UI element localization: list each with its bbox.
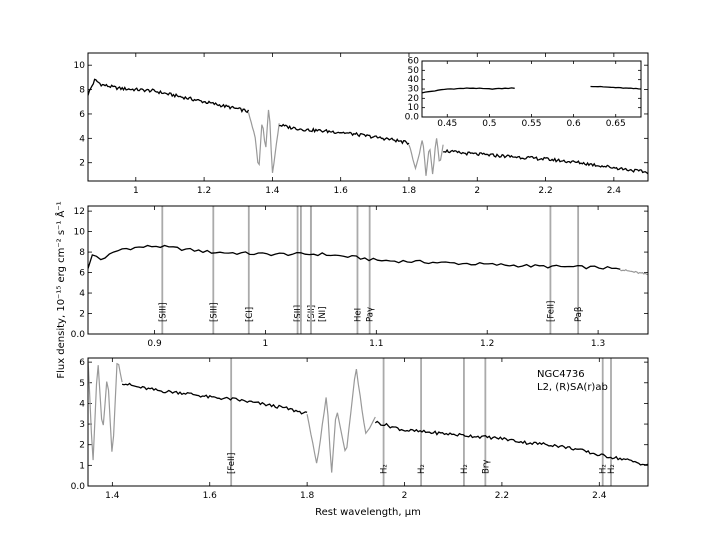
panel3-y-tick-label: 2: [79, 441, 85, 451]
panel1-x-tick-label: 2.2: [538, 186, 552, 196]
panel1-series-masked: [408, 138, 444, 176]
panel2-y-tick-label: 4: [79, 289, 85, 299]
panel2-y-tick-label: 0.0: [71, 330, 86, 340]
panel2-emission-line-label: [CI]: [245, 307, 255, 322]
inset-x-tick-label: 0.6: [566, 119, 581, 129]
panel1-y-tick-label: 10: [74, 61, 86, 71]
panel1-x-tick-label: 1.6: [334, 186, 349, 196]
panel3-x-tick-label: 1.8: [300, 491, 315, 501]
panel3-emission-line-label: H₂: [417, 464, 427, 474]
inset-y-tick-label: 60: [408, 57, 420, 67]
panel3-emission-line-label: Brγ: [481, 460, 491, 474]
panel3-x-tick-label: 2.4: [592, 491, 607, 501]
panel1-y-tick-label: 2: [79, 159, 85, 169]
panel2-emission-line-label: Paβ: [574, 307, 584, 322]
panel2-y-tick-label: 2: [79, 310, 85, 320]
panel2-y-tick-label: 8: [79, 248, 85, 258]
panel1-series-masked: [247, 109, 280, 173]
panel2-emission-line-label: [SII]: [294, 305, 304, 322]
panel1-x-tick-label: 1.2: [197, 186, 211, 196]
panel3-y-tick-label: 4: [79, 399, 85, 409]
panel3-x-tick-label: 1.6: [203, 491, 218, 501]
panel3-y-tick-label: 1: [79, 461, 85, 471]
panel3-y-tick-label: 3: [79, 420, 85, 430]
inset-x-tick-label: 0.45: [437, 119, 457, 129]
panel2-x-tick-label: 1.2: [480, 339, 494, 349]
panel3-x-tick-label: 1.4: [105, 491, 120, 501]
inset-y-tick-label: 40: [408, 75, 420, 85]
panel2-y-tick-label: 12: [74, 207, 85, 217]
panel-1: 1 1.2 1.4 1.6 1.8 2 2.2 2.4 2 4 6 8 10 0.45 0.5 0.55 0.6…: [74, 52, 649, 196]
panel1-series-good: [279, 123, 410, 146]
inset-x-tick-label: 0.5: [482, 119, 496, 129]
inset-x-tick-label: 0.65: [606, 119, 626, 129]
panel2-x-tick-label: 1.3: [591, 339, 605, 349]
panel3-y-tick-label: 6: [79, 358, 85, 368]
panel-2: 0.9 1 1.1 1.2 1.3 0.0 2 4 6 8 10 12 [SIII] [SIII] [CI]…: [71, 205, 649, 349]
panel1-y-tick-label: 8: [79, 86, 85, 96]
panel2-plot-area: [88, 206, 648, 334]
panel2-series-good: [88, 244, 621, 270]
panel1-x-tick-label: 2: [474, 186, 480, 196]
panel3-series-masked: [88, 358, 123, 461]
inset-y-tick-label: 50: [408, 66, 420, 76]
panel2-frame: [87, 205, 649, 335]
panel2-emission-line-label: [SIII]: [209, 302, 219, 322]
panel1-y-tick-label: 6: [79, 110, 85, 120]
panel2-x-tick-label: 1.1: [369, 339, 383, 349]
panel3-x-tick-label: 2: [402, 491, 408, 501]
inset-y-tick-label: 20: [408, 94, 420, 104]
annotation-line-2: L2, (R)SA(r)ab: [537, 382, 608, 393]
panel1-y-tick-label: 4: [79, 134, 85, 144]
panel3-frame: [87, 357, 649, 487]
panel2-emission-line-label: [NI]: [318, 307, 328, 323]
panel3-series-good: [121, 382, 308, 415]
panel1-x-tick-label: 2.4: [607, 186, 622, 196]
panel1-series-good: [88, 78, 250, 114]
panel3-emission-line-label: H₂: [607, 464, 617, 474]
panel1-x-tick-label: 1.8: [402, 186, 417, 196]
panel3-emission-line-label: H₂: [460, 464, 470, 474]
inset-y-tick-label: 10: [408, 103, 420, 113]
panel3-plot-area: [88, 358, 648, 486]
panel1-x-tick-label: 1.4: [265, 186, 280, 196]
inset-x-tick-label: 0.55: [521, 119, 541, 129]
panel1-series-good: [443, 148, 648, 175]
panel3-y-tick-label: 5: [79, 379, 85, 389]
panel3-series-masked: [306, 368, 376, 473]
annotation-line-1: NGC4736: [537, 369, 585, 380]
y-axis-label: Flux density, 10⁻¹⁵ erg cm⁻² s⁻¹ Å⁻¹: [54, 201, 67, 378]
inset-y-tick-label: 30: [408, 85, 420, 95]
panel1-frame: [87, 52, 649, 182]
panel2-x-tick-label: 0.9: [147, 339, 162, 349]
panel2-series-masked: [620, 268, 648, 276]
panel2-y-tick-label: 6: [79, 269, 85, 279]
panel2-x-tick-label: 1: [263, 339, 269, 349]
panel3-emission-line-label: H₂: [380, 464, 390, 474]
panel1-x-tick-label: 1: [133, 186, 139, 196]
panel2-emission-line-label: [FeII]: [546, 301, 556, 322]
panel3-emission-line-label: [FeII]: [227, 453, 237, 474]
panel2-emission-line-label: HeI: [354, 308, 364, 322]
inset-series-good: [590, 85, 641, 90]
panel2-emission-line-label: [SII]: [307, 305, 317, 322]
inset-frame: [421, 60, 642, 118]
panel2-y-tick-label: 10: [74, 228, 86, 238]
panel3-x-tick-label: 2.2: [495, 491, 509, 501]
inset-y-tick-label: 0.0: [405, 113, 420, 123]
panel2-emission-line-label: Paγ: [366, 307, 376, 322]
inset-series-good: [422, 87, 515, 94]
panel3-emission-line-label: H₂: [599, 464, 609, 474]
x-axis-label: Rest wavelength, μm: [315, 507, 421, 518]
panel3-series-good: [374, 420, 648, 466]
panel3-y-tick-label: 0.0: [71, 482, 86, 492]
panel2-emission-line-label: [SIII]: [158, 302, 168, 322]
